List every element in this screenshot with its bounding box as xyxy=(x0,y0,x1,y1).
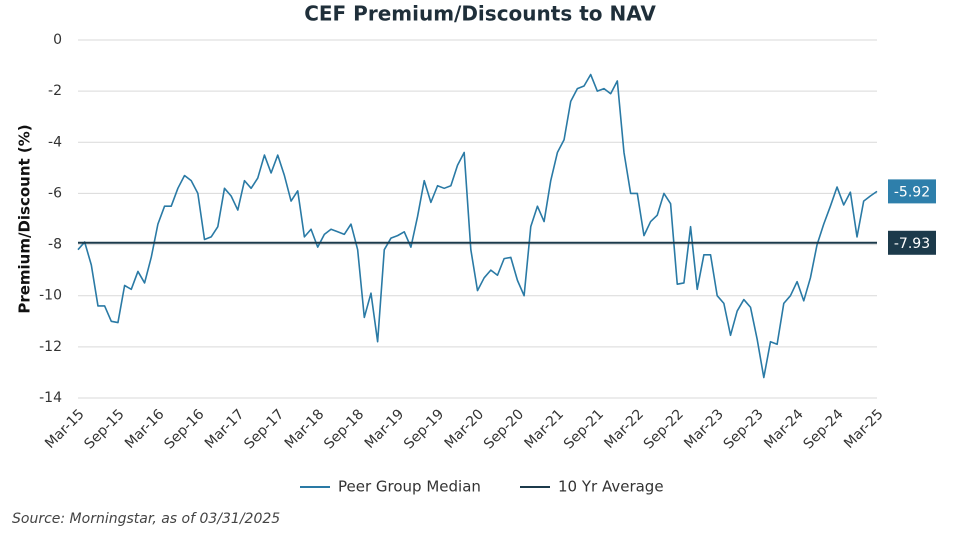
y-tick-label: -10 xyxy=(39,288,62,304)
x-tick-label: Mar-17 xyxy=(202,406,248,452)
x-tick-label: Sep-15 xyxy=(81,406,127,452)
y-tick-label: -8 xyxy=(48,237,62,253)
end-value-label: -5.92 xyxy=(894,184,930,200)
x-tick-label: Sep-18 xyxy=(321,406,367,452)
y-tick-label: 0 xyxy=(53,32,62,48)
end-value-label: -7.93 xyxy=(894,236,930,252)
end-value-box xyxy=(888,230,936,255)
x-tick-label: Mar-20 xyxy=(442,406,488,452)
x-tick-label: Sep-20 xyxy=(481,406,527,452)
y-tick-label: -2 xyxy=(48,83,62,99)
data-line xyxy=(77,73,878,379)
x-tick-label: Mar-22 xyxy=(601,406,647,452)
x-tick-label: Sep-16 xyxy=(161,406,207,452)
y-axis-label: Premium/Discount (%) xyxy=(16,124,34,313)
x-tick-label: Sep-21 xyxy=(561,406,607,452)
x-tick-label: Sep-17 xyxy=(241,406,287,452)
legend-label: Peer Group Median xyxy=(338,478,481,496)
end-value-box xyxy=(888,179,936,204)
x-tick-label: Mar-15 xyxy=(42,406,88,452)
y-tick-label: -12 xyxy=(39,339,62,355)
source-note: Source: Morningstar, as of 03/31/2025 xyxy=(12,511,280,527)
x-tick-label: Mar-24 xyxy=(761,406,807,452)
x-tick-label: Sep-19 xyxy=(401,406,447,452)
legend-label: 10 Yr Average xyxy=(558,478,664,496)
y-tick-label: -14 xyxy=(39,390,62,406)
x-tick-label: Sep-22 xyxy=(641,406,687,452)
x-tick-label: Mar-21 xyxy=(522,406,568,452)
chart-title: CEF Premium/Discounts to NAV xyxy=(304,2,656,26)
x-tick-label: Mar-25 xyxy=(841,406,887,452)
x-tick-label: Sep-23 xyxy=(721,406,767,452)
x-tick-label: Sep-24 xyxy=(801,406,847,452)
y-tick-label: -4 xyxy=(48,134,62,150)
y-tick-label: -6 xyxy=(48,185,62,201)
x-tick-label: Mar-23 xyxy=(681,406,727,452)
x-tick-label: Mar-16 xyxy=(122,406,168,452)
x-tick-label: Mar-19 xyxy=(362,406,408,452)
x-tick-label: Mar-18 xyxy=(282,406,328,452)
